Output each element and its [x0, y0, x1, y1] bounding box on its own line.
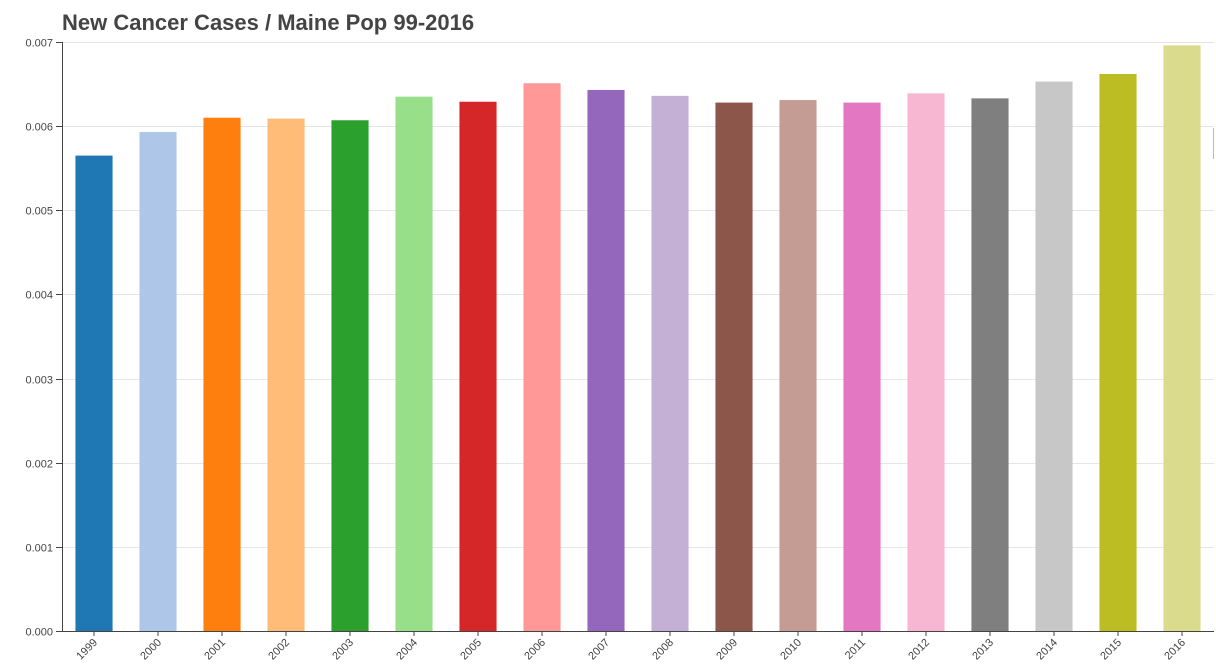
y-tick-label: 0.007	[25, 38, 53, 50]
toolbar-edge-marker	[1213, 128, 1216, 159]
bar-2001	[203, 117, 241, 632]
x-tick-label: 2005	[458, 637, 484, 663]
y-tick-label: 0.001	[25, 543, 53, 555]
x-tick-label: 2009	[714, 637, 740, 663]
x-tick-label: 2002	[266, 637, 292, 663]
bar-2013	[971, 98, 1009, 631]
y-tick-labels: 0.000 0.001 0.002 0.003 0.004 0.005 0.006 0.007	[25, 38, 53, 639]
bar-2008	[651, 95, 689, 632]
x-tick-label: 2004	[394, 637, 420, 663]
bar-2006	[523, 83, 561, 632]
x-tick-label: 1999	[74, 637, 100, 663]
x-tick-label: 2013	[970, 637, 996, 663]
x-tick-label: 2015	[1098, 637, 1124, 663]
y-tick-label: 0.006	[25, 122, 53, 134]
bar-2003	[331, 120, 369, 631]
bar-2011	[843, 102, 881, 631]
y-tick-label: 0.000	[25, 627, 53, 639]
y-tick-label: 0.004	[25, 290, 53, 302]
x-tick-label: 2001	[202, 637, 228, 663]
bar-2016	[1163, 45, 1201, 632]
x-tick-label: 2007	[586, 637, 612, 663]
bar-2012	[907, 93, 945, 631]
bar-2009	[715, 102, 753, 631]
bar-2002	[267, 118, 305, 631]
x-tick-label: 2014	[1034, 637, 1060, 663]
x-tick-label: 2006	[522, 637, 548, 663]
bar-1999	[75, 155, 113, 631]
y-tick-label: 0.002	[25, 459, 53, 471]
bar-2005	[459, 101, 497, 632]
x-tick-label: 2003	[330, 637, 356, 663]
bars	[75, 45, 1201, 632]
bar-2015	[1099, 73, 1137, 632]
x-tick-label: 2010	[778, 637, 804, 663]
x-tick-label: 2000	[138, 637, 164, 663]
y-tick-label: 0.003	[25, 375, 53, 387]
y-tick-label: 0.005	[25, 206, 53, 218]
bar-2014	[1035, 81, 1073, 632]
axes	[56, 42, 1214, 636]
chart-title: New Cancer Cases / Maine Pop 99-2016	[62, 10, 475, 35]
x-tick-labels: 1999 2000 2001 2002 2003 2004 2005 2006 2007 2008…	[74, 637, 1188, 663]
bar-2007	[587, 89, 625, 631]
x-tick-label: 2011	[843, 637, 868, 662]
bar-2010	[779, 100, 817, 631]
x-tick-label: 2008	[650, 637, 676, 663]
x-tick-label: 2016	[1162, 637, 1188, 663]
bar-2000	[139, 132, 177, 631]
bar-2004	[395, 96, 433, 631]
x-tick-label: 2012	[906, 637, 932, 663]
